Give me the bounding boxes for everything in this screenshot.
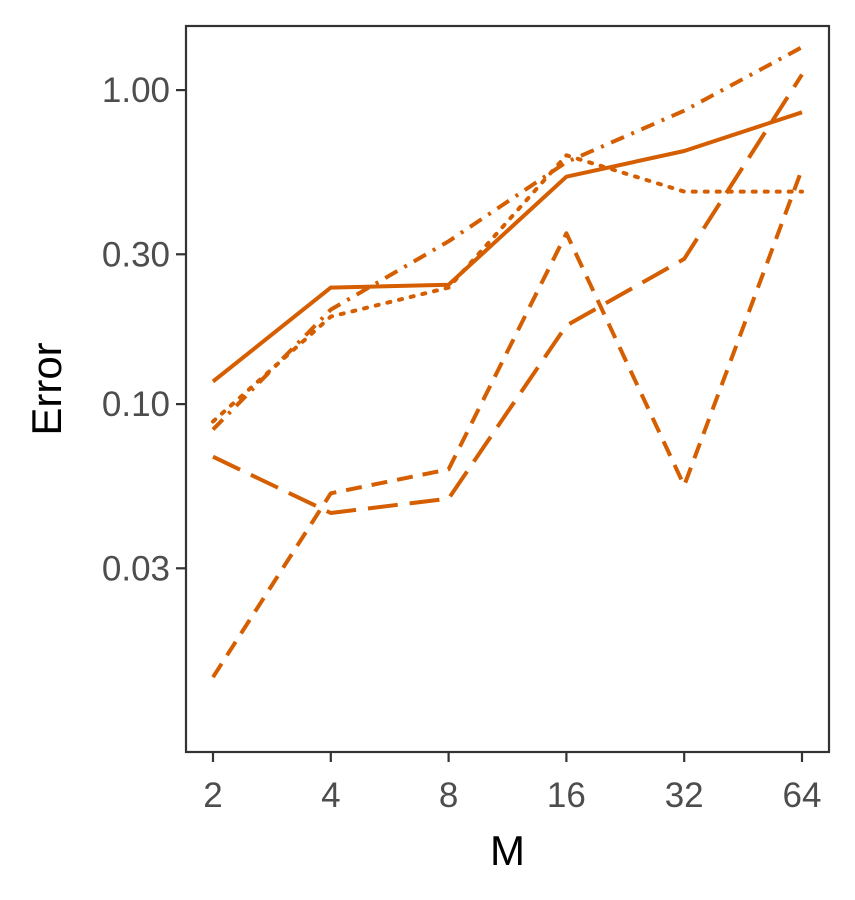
series-line-solid — [211, 110, 803, 384]
x-axis-title: M — [490, 827, 525, 874]
series-line-dash — [211, 168, 804, 679]
y-tick-label: 0.03 — [102, 549, 170, 588]
series-line-longdash — [212, 73, 804, 515]
x-tick-label: 2 — [203, 776, 222, 815]
series-line-dotted — [211, 153, 804, 424]
y-tick-label: 0.10 — [102, 385, 170, 424]
y-tick-label: 1.00 — [102, 71, 170, 110]
series-layer — [211, 45, 804, 679]
x-axis: 2 4 8 16 32 64 — [203, 752, 821, 815]
y-axis-title: Error — [23, 342, 70, 435]
plot-panel-border — [184, 24, 831, 754]
y-axis: 0.03 0.10 0.30 1.00 — [102, 71, 186, 588]
y-tick-label: 0.30 — [102, 235, 170, 274]
x-tick-label: 8 — [439, 776, 458, 815]
x-tick-label: 32 — [665, 776, 704, 815]
x-tick-label: 16 — [547, 776, 586, 815]
x-tick-label: 4 — [321, 776, 340, 815]
series-line-dashdot — [211, 45, 803, 431]
x-tick-label: 64 — [783, 776, 822, 815]
